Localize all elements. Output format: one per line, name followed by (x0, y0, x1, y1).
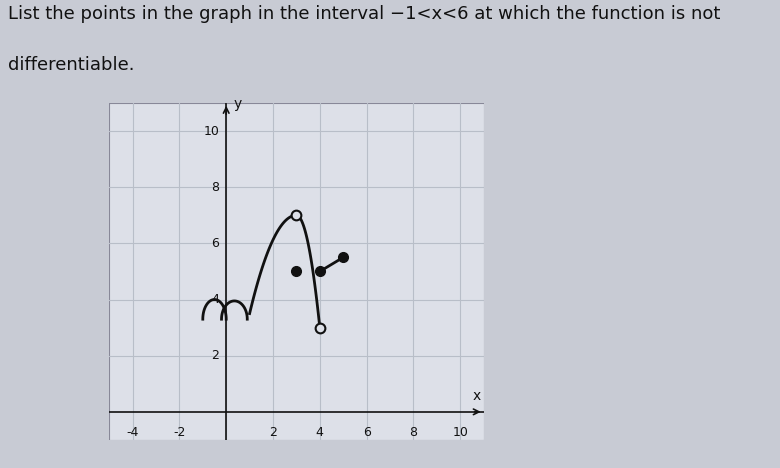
Text: List the points in the graph in the interval −1<x<6 at which the function is not: List the points in the graph in the inte… (8, 5, 720, 22)
Text: differentiable.: differentiable. (8, 56, 134, 74)
Text: 10: 10 (452, 426, 468, 439)
Text: 4: 4 (316, 426, 324, 439)
Text: 8: 8 (410, 426, 417, 439)
Text: -4: -4 (126, 426, 139, 439)
Text: 4: 4 (211, 293, 219, 306)
Text: 10: 10 (204, 124, 219, 138)
Text: 2: 2 (269, 426, 277, 439)
Text: 8: 8 (211, 181, 219, 194)
Text: -2: -2 (173, 426, 186, 439)
Text: 2: 2 (211, 349, 219, 362)
Text: y: y (233, 97, 242, 111)
Text: 6: 6 (211, 237, 219, 250)
Text: x: x (473, 389, 480, 403)
Text: 6: 6 (363, 426, 370, 439)
